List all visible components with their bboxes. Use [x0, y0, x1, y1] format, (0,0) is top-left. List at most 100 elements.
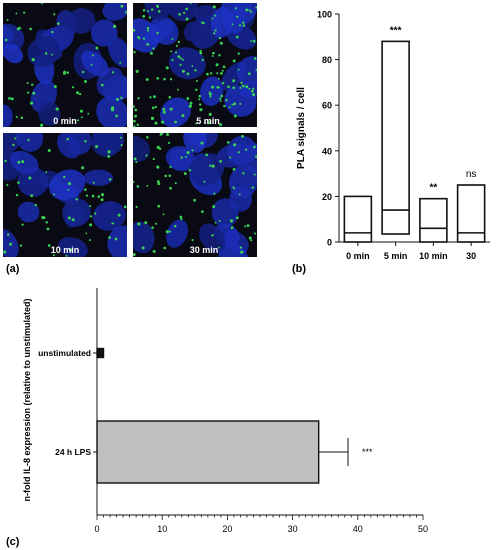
nucleus	[102, 3, 127, 21]
pla-signal-dot	[222, 65, 226, 69]
pla-signal-dot	[4, 38, 8, 42]
pla-signal-dot	[230, 227, 233, 230]
pla-signal-dot	[84, 188, 87, 191]
micrograph-30min	[133, 133, 257, 257]
pla-signal-dot	[156, 77, 160, 80]
pla-signal-dot	[133, 125, 136, 127]
pla-signal-dot	[238, 193, 241, 196]
x-tick-label: 0 min	[346, 251, 370, 261]
pla-signal-dot	[223, 104, 226, 108]
pla-signal-layer	[4, 3, 127, 127]
pla-signal-dot	[6, 233, 10, 236]
pla-signal-dot	[62, 71, 66, 75]
pla-signal-dot	[168, 95, 172, 99]
pla-signal-dot	[199, 108, 203, 112]
pla-signal-dot	[135, 69, 139, 73]
pla-signal-dot	[46, 227, 50, 231]
pla-signal-dot	[211, 164, 215, 168]
nucleus	[160, 97, 191, 127]
pla-signal-dot	[209, 164, 212, 167]
nuclei-layer	[133, 133, 257, 257]
pla-signal-dot	[185, 155, 187, 158]
pla-signal-dot	[145, 154, 148, 157]
pla-signal-dot	[115, 114, 118, 118]
pla-signal-dot	[250, 10, 253, 14]
panel-label-b: (b)	[292, 263, 306, 275]
pla-signal-dot	[195, 88, 198, 92]
pla-signal-dot	[203, 121, 207, 125]
pla-signal-dot	[111, 71, 115, 74]
pla-signal-dot	[252, 93, 256, 97]
nucleus	[67, 8, 96, 34]
pla-signal-dot	[107, 155, 111, 158]
pla-signal-dot	[191, 149, 194, 152]
pla-signal-dot	[244, 225, 247, 228]
pla-signal-dot	[142, 14, 146, 18]
pla-signal-dot	[214, 221, 217, 224]
nucleus	[210, 6, 234, 38]
pla-signal-dot	[3, 250, 7, 254]
pla-signal-dot	[162, 107, 166, 111]
nucleus	[199, 223, 226, 253]
pla-signal-dot	[239, 86, 242, 89]
pla-signal-layer	[133, 133, 257, 257]
pla-signal-dot	[213, 192, 216, 195]
pla-signal-dot	[253, 145, 256, 149]
micrograph-label-5min: 5 min	[196, 116, 220, 126]
pla-signal-dot	[157, 182, 161, 186]
pla-signal-dot	[213, 32, 216, 35]
pla-signal-dot	[168, 230, 171, 233]
y-tick-label: unstimulated	[38, 348, 91, 358]
pla-signal-dot	[67, 182, 72, 186]
pla-signal-dot	[188, 169, 192, 172]
pla-signal-dot	[216, 85, 220, 89]
pla-signal-dot	[134, 108, 138, 112]
pla-signal-dot	[120, 96, 123, 100]
pla-signal-dot	[208, 92, 212, 96]
nucleus	[107, 36, 127, 68]
pla-signal-dot	[169, 107, 173, 111]
nucleus	[9, 150, 39, 175]
pla-signal-dot	[195, 122, 198, 125]
pla-signal-dot	[233, 114, 237, 118]
pla-signal-dot	[32, 91, 36, 95]
pla-signal-dot	[75, 198, 78, 201]
pla-signal-dot	[108, 236, 111, 239]
pla-signal-dot	[81, 116, 83, 119]
pla-signal-dot	[178, 12, 181, 16]
pla-signal-dot	[183, 172, 187, 176]
pla-signal-dot	[179, 215, 183, 219]
pla-signal-dot	[170, 50, 173, 53]
pla-signal-dot	[146, 29, 149, 32]
pla-signal-dot	[15, 115, 18, 118]
pla-signal-dot	[120, 4, 124, 8]
panel-label-a: (a)	[6, 263, 20, 275]
pla-signal-dot	[92, 181, 95, 184]
pla-signal-dot	[31, 83, 34, 86]
pla-signal-dot	[95, 46, 99, 50]
pla-signal-dot	[250, 239, 253, 242]
pla-signal-dot	[133, 157, 137, 161]
pla-signal-dot	[240, 250, 244, 254]
pla-signal-dot	[191, 239, 194, 242]
pla-signal-dot	[237, 68, 240, 71]
pla-signal-dot	[111, 106, 115, 110]
pla-signal-dot	[189, 3, 192, 5]
micrograph-label-0min: 0 min	[53, 116, 77, 126]
pla-signal-dot	[67, 216, 71, 220]
pla-signal-dot	[148, 16, 151, 19]
pla-signal-dot	[231, 23, 234, 26]
nuclei-layer	[133, 3, 257, 127]
box	[419, 197, 448, 243]
pla-signal-dot	[181, 69, 185, 73]
nucleus	[92, 201, 126, 231]
pla-signal-dot	[72, 86, 75, 89]
pla-signal-dot	[157, 9, 161, 13]
pla-signal-dot	[179, 63, 182, 67]
pla-signal-dot	[17, 160, 21, 164]
significance-label: ***	[362, 447, 373, 457]
pla-signal-dot	[219, 159, 222, 163]
pla-signal-dot	[221, 81, 225, 85]
pla-signal-dot	[21, 160, 25, 164]
